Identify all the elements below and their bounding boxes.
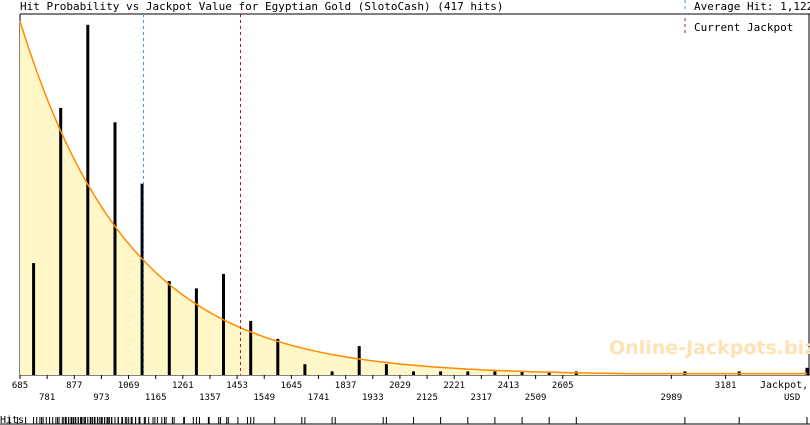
hits-strip — [9, 417, 808, 424]
x-tick-label: 1645 — [281, 381, 303, 391]
hit-bar — [493, 371, 497, 375]
x-tick-label: 877 — [66, 381, 82, 391]
hits-label: Hits — [0, 415, 24, 425]
hit-bar — [412, 371, 415, 375]
x-tick-label: 1069 — [118, 381, 140, 391]
x-tick-label: 1453 — [226, 381, 248, 391]
x-tick-label: 3181 — [715, 381, 737, 391]
x-tick-label: 685 — [12, 381, 28, 391]
hit-bar — [194, 288, 198, 375]
x-axis-label: Jackpot, — [760, 380, 808, 391]
hit-bar — [805, 367, 809, 375]
x-tick-label: 781 — [39, 393, 55, 403]
x-tick-label: 1837 — [335, 381, 357, 391]
x-tick-label: 2413 — [498, 381, 520, 391]
hit-bar — [222, 273, 225, 375]
chart-title: Hit Probability vs Jackpot Value for Egy… — [20, 0, 503, 13]
hit-bar — [86, 24, 90, 376]
x-tick-label: 1261 — [172, 381, 194, 391]
probability-area — [20, 21, 807, 375]
hit-bar — [276, 338, 280, 375]
x-tick-label: 2317 — [471, 393, 493, 403]
hit-bar — [439, 371, 443, 375]
probability-area-fill — [20, 21, 807, 375]
hit-bar — [59, 107, 63, 376]
x-tick-label: 2509 — [525, 393, 547, 403]
legend-average-label: Average Hit: 1,122 — [694, 0, 810, 13]
x-tick-label: 1741 — [308, 393, 330, 403]
watermark: Online-Jackpots.biz — [609, 337, 810, 359]
probability-curve — [19, 20, 807, 375]
x-tick-label: 973 — [93, 393, 109, 403]
hit-bar — [384, 364, 388, 375]
hit-bar — [113, 122, 117, 375]
hit-bar — [249, 320, 253, 375]
hit-bar — [32, 263, 36, 375]
hit-bar — [303, 364, 307, 375]
reference-lines — [143, 14, 241, 375]
x-tick-label: 2221 — [443, 381, 465, 391]
x-tick-label: 2125 — [416, 393, 438, 403]
x-tick-label: 2029 — [389, 381, 411, 391]
x-axis-unit: USD — [784, 393, 800, 403]
hit-bar — [520, 371, 524, 375]
hit-bar — [167, 281, 171, 375]
x-tick-label: 2989 — [660, 393, 682, 403]
x-ticks: 685 877 1069 1261 1453 1645 1837 2029 2221 2413 26… — [12, 375, 737, 403]
hit-bar — [330, 371, 334, 375]
legend-current-label: Current Jackpot — [694, 21, 793, 34]
hit-bar — [547, 371, 551, 375]
hit-bar — [357, 346, 361, 375]
x-tick-label: 1165 — [145, 393, 167, 403]
x-tick-label: 2605 — [552, 381, 574, 391]
probability-curve-line — [19, 20, 807, 375]
x-tick-label: 1549 — [253, 393, 275, 403]
hit-bar — [140, 183, 144, 375]
x-tick-label: 1933 — [362, 393, 384, 403]
x-tick-label: 1357 — [199, 393, 221, 403]
hit-bar — [466, 371, 470, 375]
